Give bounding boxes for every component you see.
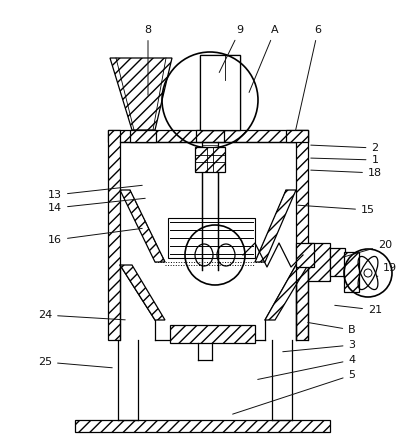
Polygon shape [120, 190, 164, 262]
Polygon shape [110, 58, 172, 130]
Bar [168, 218, 254, 258]
Text: 14: 14 [48, 198, 145, 213]
Text: 16: 16 [48, 228, 142, 245]
Bar [295, 243, 313, 267]
Text: 5: 5 [232, 370, 355, 414]
Text: 1: 1 [310, 155, 378, 165]
Bar [307, 243, 329, 281]
Bar [295, 130, 307, 340]
Bar [196, 130, 223, 142]
Text: 9: 9 [219, 25, 243, 72]
Bar [285, 130, 307, 142]
Circle shape [363, 269, 371, 277]
Text: 21: 21 [334, 305, 381, 315]
Bar [170, 325, 254, 343]
Text: 25: 25 [38, 357, 112, 368]
Text: 8: 8 [144, 25, 151, 95]
Polygon shape [254, 190, 295, 262]
Text: 24: 24 [38, 310, 125, 320]
Text: 15: 15 [297, 205, 374, 215]
Text: B: B [307, 322, 355, 335]
Text: 6: 6 [295, 25, 321, 130]
Bar [75, 420, 329, 432]
Polygon shape [120, 265, 164, 320]
Text: 3: 3 [282, 340, 355, 352]
Bar [195, 147, 225, 172]
Bar [329, 248, 344, 276]
Bar [200, 55, 239, 130]
Bar [343, 252, 358, 292]
Text: 2: 2 [310, 143, 378, 153]
Text: 19: 19 [376, 263, 396, 277]
Bar [108, 130, 307, 142]
Text: 20: 20 [342, 240, 391, 257]
Text: 18: 18 [310, 168, 381, 178]
Bar [108, 130, 120, 340]
Text: 4: 4 [257, 355, 355, 380]
Bar [130, 130, 155, 142]
Text: 13: 13 [48, 185, 142, 200]
Text: A: A [248, 25, 278, 92]
Polygon shape [264, 265, 307, 320]
Bar [200, 55, 239, 130]
